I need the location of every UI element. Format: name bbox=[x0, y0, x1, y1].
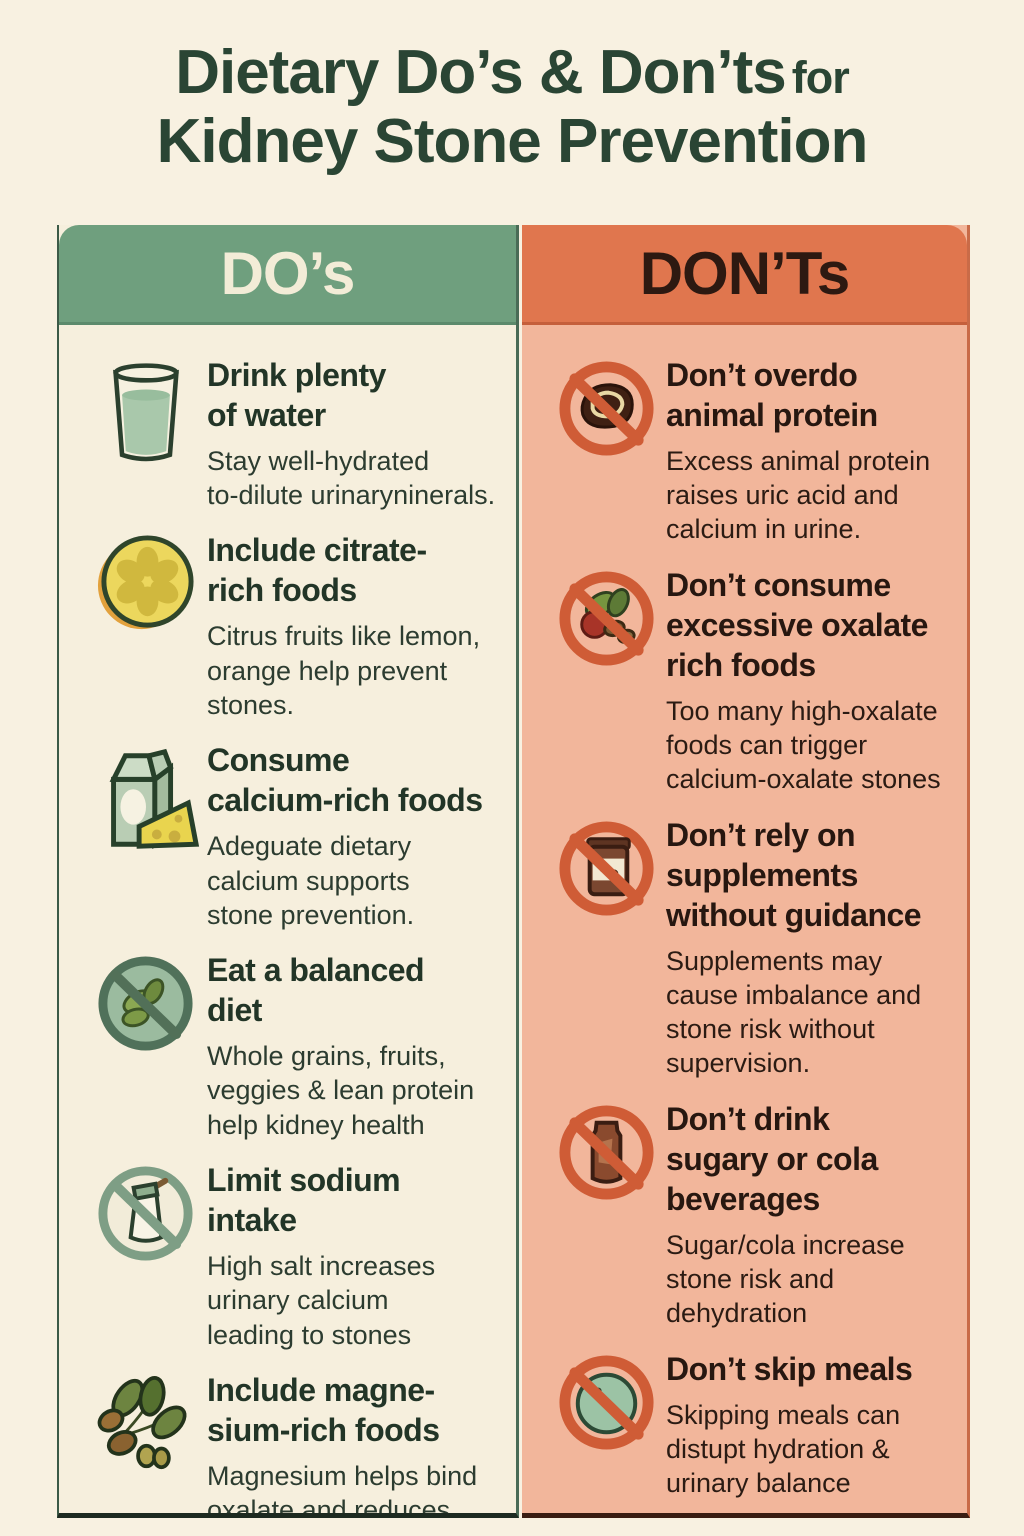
title-suffix: for bbox=[791, 52, 850, 103]
title-line-1: Dietary Do’s & Don’ts for bbox=[0, 38, 1024, 107]
page-title: Dietary Do’s & Don’ts for Kidney Stone Pr… bbox=[0, 38, 1024, 177]
item-description: Too many high-oxalate foods can trigger … bbox=[666, 695, 941, 795]
item-text: Don’t consume excessive oxalate rich foo… bbox=[666, 565, 953, 797]
donts-header: DON’Ts bbox=[522, 224, 967, 325]
lemon-slice-icon bbox=[85, 530, 207, 722]
no-supplements-icon bbox=[548, 815, 666, 1081]
milk-cheese-icon bbox=[85, 740, 207, 932]
item-text: Don’t drink sugary or cola beverages Sug… bbox=[666, 1099, 953, 1331]
list-item: Don’t overdo animal protein Excess anima… bbox=[548, 355, 953, 547]
item-text: Don’t skip meals Skipping meals can dist… bbox=[666, 1349, 953, 1501]
item-title: Consume calcium-rich foods bbox=[207, 742, 483, 819]
donts-column: DON’Ts Don’t overdo animal protein Exces… bbox=[522, 224, 970, 1518]
item-description: Sugar/cola increase stone risk and dehyd… bbox=[666, 1229, 905, 1329]
item-description: Supplements may cause imbalance and ston… bbox=[666, 945, 922, 1079]
list-item: Include magne- sium-rich foods Magnesium… bbox=[85, 1370, 502, 1513]
list-item: Don’t consume excessive oxalate rich foo… bbox=[548, 565, 953, 797]
dos-body: Drink plenty of water Stay well-hydrated… bbox=[59, 325, 516, 1513]
item-text: Consume calcium-rich foods Adeguate diet… bbox=[207, 740, 502, 932]
dos-column: DO’s Drink plenty of water Stay well-hyd… bbox=[57, 224, 519, 1518]
item-text: Don’t overdo animal protein Excess anima… bbox=[666, 355, 953, 547]
item-title: Limit sodium intake bbox=[207, 1161, 401, 1238]
magnesium-foods-icon bbox=[85, 1370, 207, 1513]
list-item: Include citrate- rich foods Citrus fruit… bbox=[85, 530, 502, 722]
dos-header: DO’s bbox=[59, 224, 516, 325]
item-text: Include magne- sium-rich foods Magnesium… bbox=[207, 1370, 502, 1513]
no-cola-bottle-icon bbox=[548, 1099, 666, 1331]
item-description: Whole grains, fruits, veggies & lean pro… bbox=[207, 1041, 475, 1140]
water-glass-icon bbox=[85, 355, 207, 513]
list-item: Don’t rely on supplements without guidan… bbox=[548, 815, 953, 1081]
no-oxalate-foods-icon bbox=[548, 565, 666, 797]
no-meat-icon bbox=[548, 355, 666, 547]
donts-body: Don’t overdo animal protein Excess anima… bbox=[522, 325, 967, 1513]
item-title: Don’t drink sugary or cola beverages bbox=[666, 1100, 878, 1217]
list-item: Limit sodium intake High salt increases … bbox=[85, 1160, 502, 1352]
item-title: Don’t skip meals bbox=[666, 1350, 913, 1387]
item-title: Don’t overdo animal protein bbox=[666, 356, 878, 433]
item-description: Stay well-hydrated to-dilute urinarynine… bbox=[207, 445, 496, 511]
balanced-diet-leaf-icon bbox=[85, 950, 207, 1142]
item-text: Limit sodium intake High salt increases … bbox=[207, 1160, 502, 1352]
list-item: Drink plenty of water Stay well-hydrated… bbox=[85, 355, 502, 513]
item-title: Include magne- sium-rich foods bbox=[207, 1371, 440, 1448]
item-title: Eat a balanced diet bbox=[207, 952, 425, 1029]
list-item: Consume calcium-rich foods Adeguate diet… bbox=[85, 740, 502, 932]
no-salt-shaker-icon bbox=[85, 1160, 207, 1352]
item-title: Drink plenty of water bbox=[207, 356, 386, 433]
list-item: Eat a balanced diet Whole grains, fruits… bbox=[85, 950, 502, 1142]
item-description: Citrus fruits like lemon, orange help pr… bbox=[207, 621, 481, 720]
item-title: Include citrate- rich foods bbox=[207, 532, 427, 609]
item-text: Don’t rely on supplements without guidan… bbox=[666, 815, 953, 1081]
item-title: Don’t rely on supplements without guidan… bbox=[666, 816, 922, 933]
item-description: Adeguate dietary calcium supports stone … bbox=[207, 831, 415, 930]
list-item: Don’t drink sugary or cola beverages Sug… bbox=[548, 1099, 953, 1331]
dos-donts-board: DO’s Drink plenty of water Stay well-hyd… bbox=[57, 224, 970, 1518]
item-text: Drink plenty of water Stay well-hydrated… bbox=[207, 355, 502, 513]
item-description: Excess animal protein raises uric acid a… bbox=[666, 445, 931, 545]
item-description: High salt increases urinary calcium lead… bbox=[207, 1250, 436, 1350]
item-text: Eat a balanced diet Whole grains, fruits… bbox=[207, 950, 502, 1142]
item-description: Magnesium helps bind oxalate and reduces… bbox=[207, 1460, 478, 1513]
title-line-2: Kidney Stone Prevention bbox=[156, 107, 869, 177]
item-text: Include citrate- rich foods Citrus fruit… bbox=[207, 530, 502, 722]
title-main: Dietary Do’s & Don’ts bbox=[175, 38, 787, 107]
no-skip-meals-icon bbox=[548, 1349, 666, 1501]
item-title: Don’t consume excessive oxalate rich foo… bbox=[666, 566, 928, 683]
item-description: Skipping meals can distupt hydration & u… bbox=[666, 1399, 901, 1499]
list-item: Don’t skip meals Skipping meals can dist… bbox=[548, 1349, 953, 1501]
